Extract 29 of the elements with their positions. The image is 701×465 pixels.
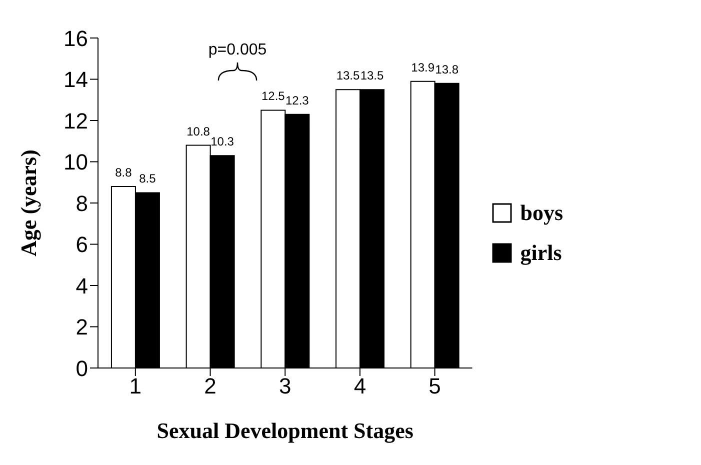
data-label: 8.5 bbox=[139, 172, 156, 186]
x-tick-label: 1 bbox=[129, 374, 142, 399]
y-tick-label: 4 bbox=[76, 273, 88, 298]
legend-label: boys bbox=[520, 200, 563, 226]
y-tick-label: 0 bbox=[76, 356, 88, 381]
y-tick-label: 6 bbox=[76, 232, 88, 258]
data-label: 13.5 bbox=[336, 68, 360, 83]
data-label: 12.3 bbox=[285, 93, 310, 108]
annotation: p=0.005 bbox=[208, 42, 267, 58]
y-tick-label: 12 bbox=[64, 108, 88, 134]
legend-label: girls bbox=[520, 240, 562, 266]
x-tick-label: 4 bbox=[354, 374, 366, 399]
y-tick-label: 2 bbox=[76, 314, 88, 340]
y-tick-label: 8 bbox=[76, 190, 88, 216]
data-label: 10.3 bbox=[210, 134, 234, 149]
y-axis-title: Age (years) bbox=[16, 150, 41, 256]
x-tick-label: 5 bbox=[428, 374, 441, 399]
y-tick-label: 14 bbox=[64, 67, 88, 92]
y-tick-label: 16 bbox=[64, 26, 88, 51]
y-tick-label: 10 bbox=[64, 150, 88, 175]
x-tick-label: 3 bbox=[278, 374, 292, 399]
data-label: 12.5 bbox=[261, 89, 286, 104]
data-label: 13.8 bbox=[435, 62, 459, 76]
data-label: 13.5 bbox=[360, 68, 384, 83]
data-label: 10.8 bbox=[186, 124, 210, 138]
x-tick-label: 2 bbox=[204, 374, 216, 399]
data-label: 13.9 bbox=[411, 60, 435, 74]
data-label: 8.8 bbox=[115, 166, 132, 180]
x-axis-title: Sexual Development Stages bbox=[156, 418, 414, 443]
